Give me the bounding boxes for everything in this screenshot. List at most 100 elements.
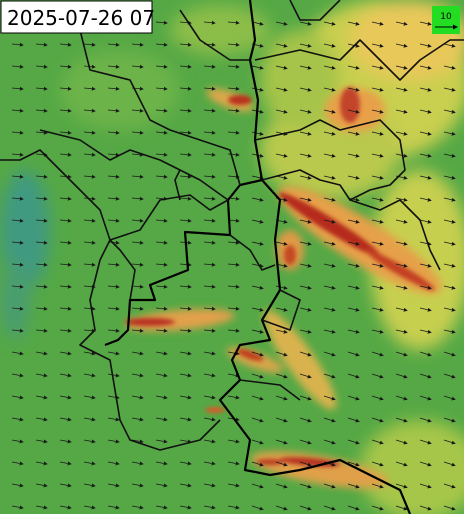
wind-arrow bbox=[83, 373, 96, 378]
wind-arrow bbox=[371, 483, 384, 489]
wind-arrow bbox=[35, 174, 48, 179]
wind-arrow bbox=[59, 505, 72, 510]
wind-arrow bbox=[371, 197, 384, 202]
wind-arrow bbox=[371, 417, 384, 423]
wind-arrow bbox=[35, 439, 48, 444]
wind-arrow bbox=[155, 152, 168, 157]
wind-arrow bbox=[347, 131, 360, 136]
wind-arrow bbox=[419, 483, 432, 489]
wind-arrow bbox=[419, 461, 432, 467]
wind-arrow bbox=[35, 351, 48, 356]
wind-arrow bbox=[35, 130, 48, 135]
wind-arrow bbox=[203, 64, 216, 69]
wind-arrow bbox=[155, 218, 168, 223]
wind-arrow bbox=[35, 240, 48, 245]
wind-arrow bbox=[83, 306, 96, 311]
wind-arrow bbox=[443, 483, 456, 489]
wind-arrow bbox=[395, 65, 408, 70]
wind-arrow bbox=[395, 219, 408, 224]
wind-arrow bbox=[203, 439, 216, 444]
wind-arrow bbox=[59, 86, 72, 91]
wind-arrow bbox=[251, 263, 264, 268]
wind-arrow bbox=[131, 306, 144, 311]
wind-arrow bbox=[107, 461, 120, 466]
wind-arrow bbox=[203, 174, 216, 179]
wind-legend: 10 bbox=[432, 6, 460, 34]
wind-arrow bbox=[203, 284, 216, 289]
wind-arrow bbox=[443, 307, 456, 312]
wind-arrow bbox=[179, 328, 192, 333]
wind-arrow bbox=[83, 218, 96, 223]
wind-arrow bbox=[419, 175, 432, 180]
wind-arrow bbox=[131, 439, 144, 444]
wind-arrow bbox=[323, 219, 336, 224]
wind-arrow bbox=[11, 130, 24, 135]
wind-arrow bbox=[227, 328, 240, 333]
wind-arrow bbox=[11, 174, 24, 179]
wind-arrow bbox=[83, 152, 96, 157]
wind-arrow bbox=[179, 196, 192, 201]
wind-arrow bbox=[323, 395, 336, 401]
wind-arrow bbox=[347, 21, 360, 26]
wind-arrow bbox=[419, 351, 432, 357]
wind-arrow bbox=[323, 21, 336, 26]
wind-arrow bbox=[371, 21, 384, 26]
wind-arrow bbox=[131, 130, 144, 135]
wind-arrow bbox=[251, 241, 264, 246]
wind-arrow bbox=[11, 395, 24, 400]
wind-arrow bbox=[371, 373, 384, 379]
wind-arrow bbox=[443, 197, 456, 202]
wind-arrow bbox=[179, 108, 192, 113]
wind-arrow bbox=[155, 130, 168, 135]
wind-arrow bbox=[179, 395, 192, 400]
wind-arrow bbox=[203, 108, 216, 113]
wind-arrow bbox=[323, 43, 336, 48]
wind-arrow bbox=[419, 395, 432, 401]
wind-arrow bbox=[35, 417, 48, 422]
wind-arrow bbox=[107, 262, 120, 267]
wind-arrow bbox=[299, 109, 312, 114]
wind-arrow bbox=[179, 439, 192, 444]
wind-arrow bbox=[275, 285, 288, 290]
wind-arrow bbox=[323, 307, 336, 312]
wind-arrow bbox=[347, 87, 360, 92]
wind-arrow bbox=[251, 439, 264, 445]
wind-arrow bbox=[443, 87, 456, 92]
wind-arrow bbox=[203, 130, 216, 135]
wind-arrow bbox=[131, 218, 144, 223]
wind-arrow bbox=[155, 505, 168, 510]
wind-arrow bbox=[11, 108, 24, 113]
wind-arrow bbox=[419, 219, 432, 224]
wind-arrow bbox=[323, 373, 336, 379]
wind-arrow bbox=[443, 439, 456, 445]
wind-arrow bbox=[443, 219, 456, 224]
wind-arrow bbox=[131, 284, 144, 289]
wind-arrow bbox=[179, 130, 192, 135]
wind-arrow bbox=[275, 329, 288, 334]
wind-arrow bbox=[323, 241, 336, 246]
wind-arrow bbox=[203, 262, 216, 267]
wind-arrow bbox=[275, 241, 288, 246]
wind-arrow bbox=[11, 373, 24, 378]
wind-arrow bbox=[35, 42, 48, 47]
wind-arrow bbox=[227, 130, 240, 135]
wind-arrow bbox=[35, 306, 48, 311]
wind-arrow bbox=[371, 263, 384, 268]
wind-arrow bbox=[107, 284, 120, 289]
wind-arrow bbox=[251, 65, 264, 70]
wind-arrow bbox=[83, 86, 96, 91]
wind-arrow bbox=[443, 175, 456, 180]
wind-arrow bbox=[155, 20, 168, 25]
wind-arrow bbox=[227, 262, 240, 267]
wind-arrow bbox=[275, 153, 288, 158]
wind-arrow bbox=[35, 218, 48, 223]
wind-arrow bbox=[131, 174, 144, 179]
wind-arrow bbox=[131, 196, 144, 201]
wind-arrow bbox=[155, 439, 168, 444]
wind-arrow bbox=[59, 306, 72, 311]
wind-arrow bbox=[59, 439, 72, 444]
wind-arrow bbox=[299, 197, 312, 202]
wind-arrow bbox=[323, 153, 336, 158]
wind-arrow bbox=[227, 20, 240, 25]
wind-arrow bbox=[83, 351, 96, 356]
